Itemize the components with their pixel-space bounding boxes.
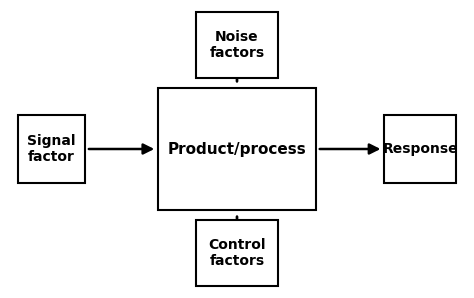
Text: Noise
factors: Noise factors xyxy=(210,30,264,60)
FancyBboxPatch shape xyxy=(196,13,278,78)
FancyBboxPatch shape xyxy=(158,88,316,210)
FancyBboxPatch shape xyxy=(196,220,278,285)
Text: Response: Response xyxy=(383,142,458,156)
FancyBboxPatch shape xyxy=(384,115,456,183)
FancyBboxPatch shape xyxy=(18,115,85,183)
Text: Signal
factor: Signal factor xyxy=(27,134,75,164)
Text: Product/process: Product/process xyxy=(168,142,306,156)
Text: Control
factors: Control factors xyxy=(208,238,266,268)
